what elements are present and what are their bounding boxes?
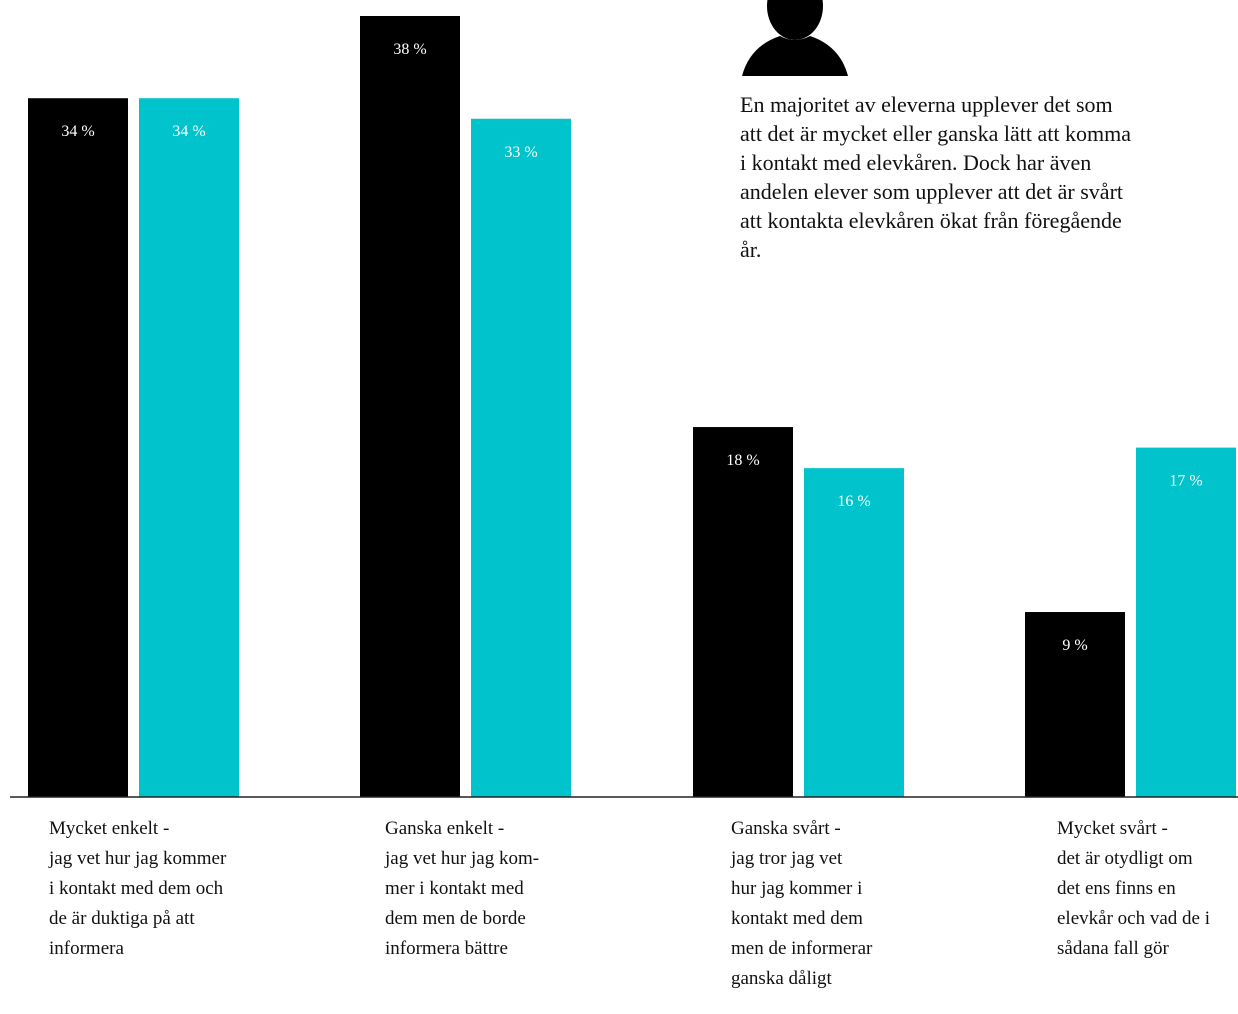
- bar-ganska-enkelt-series2: [471, 118, 571, 797]
- bar-value-label-mycket-enkelt-series1: 34 %: [61, 123, 94, 140]
- bar-mycket-enkelt-series2: [139, 98, 239, 798]
- bar-value-label-mycket-enkelt-series2: 34 %: [172, 123, 205, 140]
- bar-value-label-ganska-svart-series2: 16 %: [837, 493, 870, 510]
- chart-annotation: En majoritet av eleverna upplever det so…: [740, 92, 1131, 262]
- bars-group: 34 % 38 % 18 % 9 % 34 % 33 % 16 % 17 %: [28, 16, 1236, 798]
- bar-value-label-mycket-svart-series1: 9 %: [1062, 637, 1087, 654]
- bar-value-label-ganska-enkelt-series1: 38 %: [393, 41, 426, 58]
- category-label-mycket-svart: Mycket svårt - det är otydligt om det en…: [1057, 818, 1210, 959]
- category-label-ganska-enkelt: Ganska enkelt - jag vet hur jag kom- mer…: [385, 818, 540, 959]
- bar-ganska-svart-series2: [804, 468, 904, 797]
- category-label-mycket-enkelt: Mycket enkelt - jag vet hur jag kommer i…: [49, 818, 227, 959]
- person-silhouette-icon: [742, 0, 848, 76]
- bar-ganska-enkelt-series1: [360, 16, 460, 797]
- bar-ganska-svart-series1: [693, 427, 793, 797]
- bar-value-label-ganska-enkelt-series2: 33 %: [504, 144, 537, 161]
- bar-value-label-ganska-svart-series1: 18 %: [726, 452, 759, 469]
- bar-mycket-enkelt-series1: [28, 98, 128, 798]
- bar-value-label-mycket-svart-series2: 17 %: [1169, 473, 1202, 490]
- category-label-ganska-svart: Ganska svårt - jag tror jag vet hur jag …: [731, 818, 873, 989]
- bar-mycket-svart-series1: [1025, 612, 1125, 797]
- bar-mycket-svart-series2: [1136, 447, 1236, 797]
